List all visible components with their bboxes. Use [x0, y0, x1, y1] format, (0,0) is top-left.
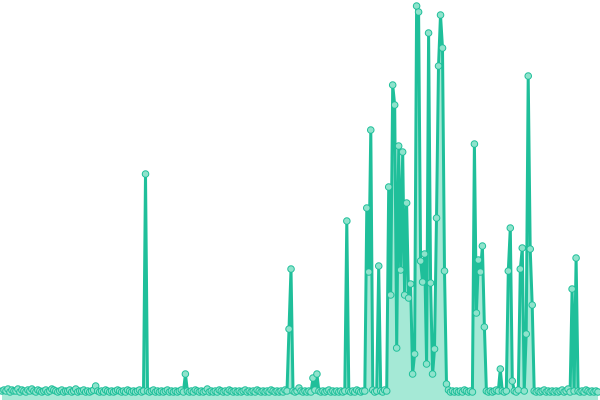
data-point	[426, 279, 435, 287]
data-point	[478, 242, 487, 250]
data-point	[285, 325, 293, 333]
data-point	[468, 388, 477, 396]
data-point	[398, 148, 407, 156]
data-point	[434, 62, 443, 70]
data-point	[406, 280, 415, 288]
data-point	[364, 268, 373, 276]
data-point	[470, 140, 479, 148]
data-point	[474, 256, 483, 264]
data-point	[386, 291, 395, 299]
data-point	[502, 387, 511, 395]
data-point	[472, 309, 481, 317]
data-point	[418, 278, 427, 286]
data-point	[181, 370, 190, 378]
data-point	[496, 365, 505, 373]
data-point	[394, 142, 403, 150]
data-point	[390, 101, 399, 109]
data-point	[440, 267, 449, 275]
data-point	[422, 360, 431, 368]
data-point	[526, 245, 535, 253]
data-point	[388, 81, 397, 89]
data-point	[524, 72, 533, 80]
data-point	[438, 44, 447, 52]
data-point	[430, 345, 439, 353]
data-point	[396, 266, 405, 274]
data-point	[287, 265, 295, 273]
data-point	[476, 268, 485, 276]
data-point	[392, 344, 401, 352]
data-point	[374, 262, 383, 270]
data-point	[428, 370, 437, 378]
data-point	[343, 217, 351, 225]
data-point	[360, 387, 369, 395]
data-point	[436, 11, 445, 19]
data-point	[410, 350, 419, 358]
data-point	[362, 204, 371, 212]
data-point	[141, 170, 150, 178]
data-point	[520, 387, 529, 395]
data-point	[504, 267, 513, 275]
data-point	[432, 214, 441, 222]
data-point	[572, 254, 580, 262]
data-point	[414, 8, 423, 16]
series-line	[1, 4, 599, 394]
data-point	[594, 388, 600, 396]
data-point	[384, 183, 393, 191]
data-point	[480, 323, 489, 331]
data-point	[416, 257, 425, 265]
data-point	[382, 387, 391, 395]
data-point	[404, 294, 413, 302]
data-point	[402, 199, 411, 207]
data-point	[508, 377, 517, 385]
data-point	[420, 250, 429, 258]
data-point	[518, 244, 527, 252]
data-point	[408, 370, 417, 378]
data-point	[506, 224, 515, 232]
data-point	[313, 370, 321, 378]
data-point	[514, 386, 523, 394]
data-point	[424, 29, 433, 37]
data-point	[568, 285, 576, 293]
data-point	[366, 126, 375, 134]
data-point	[522, 330, 531, 338]
data-point	[516, 265, 525, 273]
data-point	[528, 301, 537, 309]
